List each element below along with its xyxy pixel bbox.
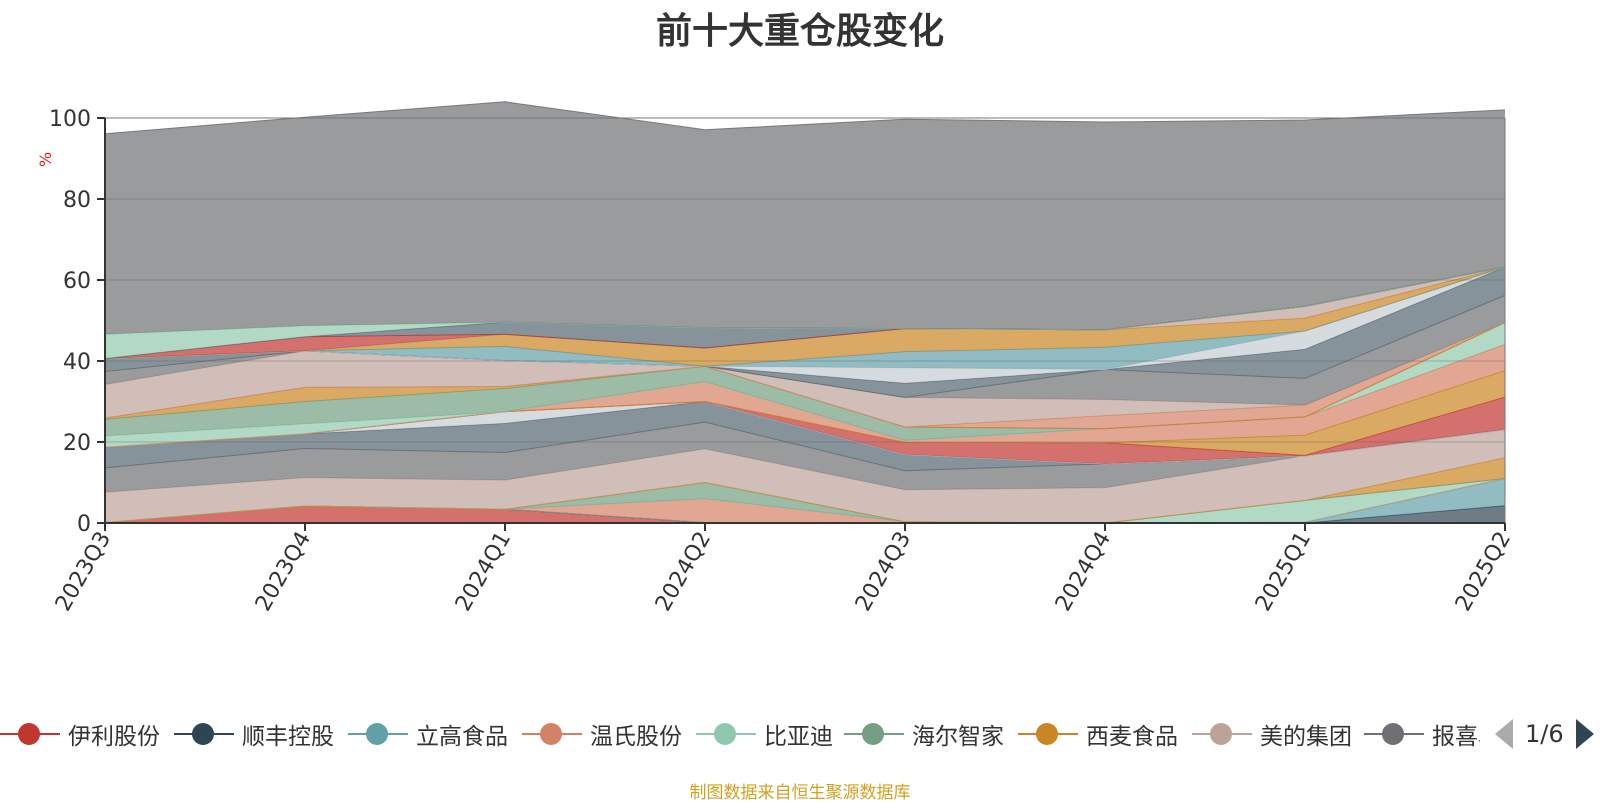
legend-label: 海尔智家 [912, 724, 1004, 750]
legend-marker-icon [1364, 719, 1424, 749]
area-series-7 [105, 429, 1505, 523]
chart-title: 前十大重仓股变化 [655, 11, 944, 52]
legend-label: 伊利股份 [68, 724, 160, 750]
legend-label: 温氏股份 [590, 724, 682, 750]
legend-next-page-button[interactable] [1575, 719, 1594, 749]
area-series-11 [105, 397, 1505, 464]
y-tick-label: 60 [63, 269, 91, 294]
source-note: 制图数据来自恒生聚源数据库 [689, 783, 911, 803]
y-tick-label: 0 [77, 512, 91, 537]
legend-label: 美的集团 [1260, 724, 1352, 750]
legend-item[interactable]: 温氏股份 [522, 712, 682, 756]
area-series-23 [105, 267, 1505, 367]
y-tick-label: 100 [49, 107, 91, 132]
y-tick-label: 40 [63, 350, 91, 375]
legend-item[interactable]: 立高食品 [348, 712, 508, 756]
y-tick-label: 80 [63, 188, 91, 213]
legend-item[interactable]: 报喜鸟 [1364, 712, 1480, 756]
legend-item[interactable]: 西麦食品 [1018, 712, 1178, 756]
area-series-25 [105, 267, 1505, 359]
area-series-line-28 [104, 101, 1506, 135]
x-tick-label: 2024Q3 [851, 528, 916, 616]
legend-label: 顺丰控股 [242, 724, 334, 750]
area-series-1 [105, 505, 1505, 523]
area-series-22 [105, 267, 1505, 370]
y-tick-label: 20 [63, 431, 91, 456]
legend-marker-icon [1018, 719, 1078, 749]
area-series-19 [105, 295, 1505, 406]
legend-item[interactable]: 比亚迪 [696, 712, 833, 756]
legend-label: 西麦食品 [1086, 724, 1178, 750]
x-tick-label: 2024Q1 [451, 528, 516, 616]
legend-marker-icon [844, 719, 904, 749]
area-series-8 [105, 422, 1505, 493]
chart-legend: 伊利股份 顺丰控股 立高食品 温氏股份 比亚迪 海尔智家 西麦食品 美的集团 报喜鸟 [0, 712, 1480, 756]
stacked-areas [104, 101, 1506, 524]
legend-item[interactable]: 顺丰控股 [174, 712, 334, 756]
area-series-0 [105, 505, 1505, 523]
area-series-3 [105, 478, 1505, 523]
area-series-15 [105, 322, 1505, 441]
legend-page-indicator: 1/6 [1525, 720, 1564, 748]
legend-marker-icon [174, 719, 234, 749]
x-tick-label: 2025Q1 [1251, 528, 1316, 616]
area-series-9 [105, 401, 1505, 471]
legend-prev-page-button[interactable] [1495, 719, 1513, 749]
legend-label: 立高食品 [416, 724, 508, 750]
legend-marker-icon [696, 719, 756, 749]
area-series-14 [105, 322, 1505, 448]
legend-item[interactable]: 伊利股份 [0, 712, 160, 756]
legend-pager: 1/6 [1495, 716, 1594, 752]
legend-marker-icon [522, 719, 582, 749]
legend-label: 比亚迪 [764, 724, 833, 750]
x-tick-label: 2023Q4 [251, 528, 316, 616]
x-tick-label: 2024Q4 [1051, 528, 1116, 616]
x-tick-label: 2024Q2 [651, 528, 716, 616]
legend-marker-icon [348, 719, 408, 749]
legend-label: 报喜鸟 [1432, 724, 1480, 750]
legend-item[interactable]: 美的集团 [1192, 712, 1352, 756]
legend-item[interactable]: 海尔智家 [844, 712, 1004, 756]
area-series-28 [105, 101, 1505, 335]
legend-marker-icon [0, 719, 60, 749]
x-tick-label: 2025Q2 [1451, 528, 1516, 616]
x-tick-label: 2023Q3 [51, 528, 116, 616]
legend-marker-icon [1192, 719, 1252, 749]
